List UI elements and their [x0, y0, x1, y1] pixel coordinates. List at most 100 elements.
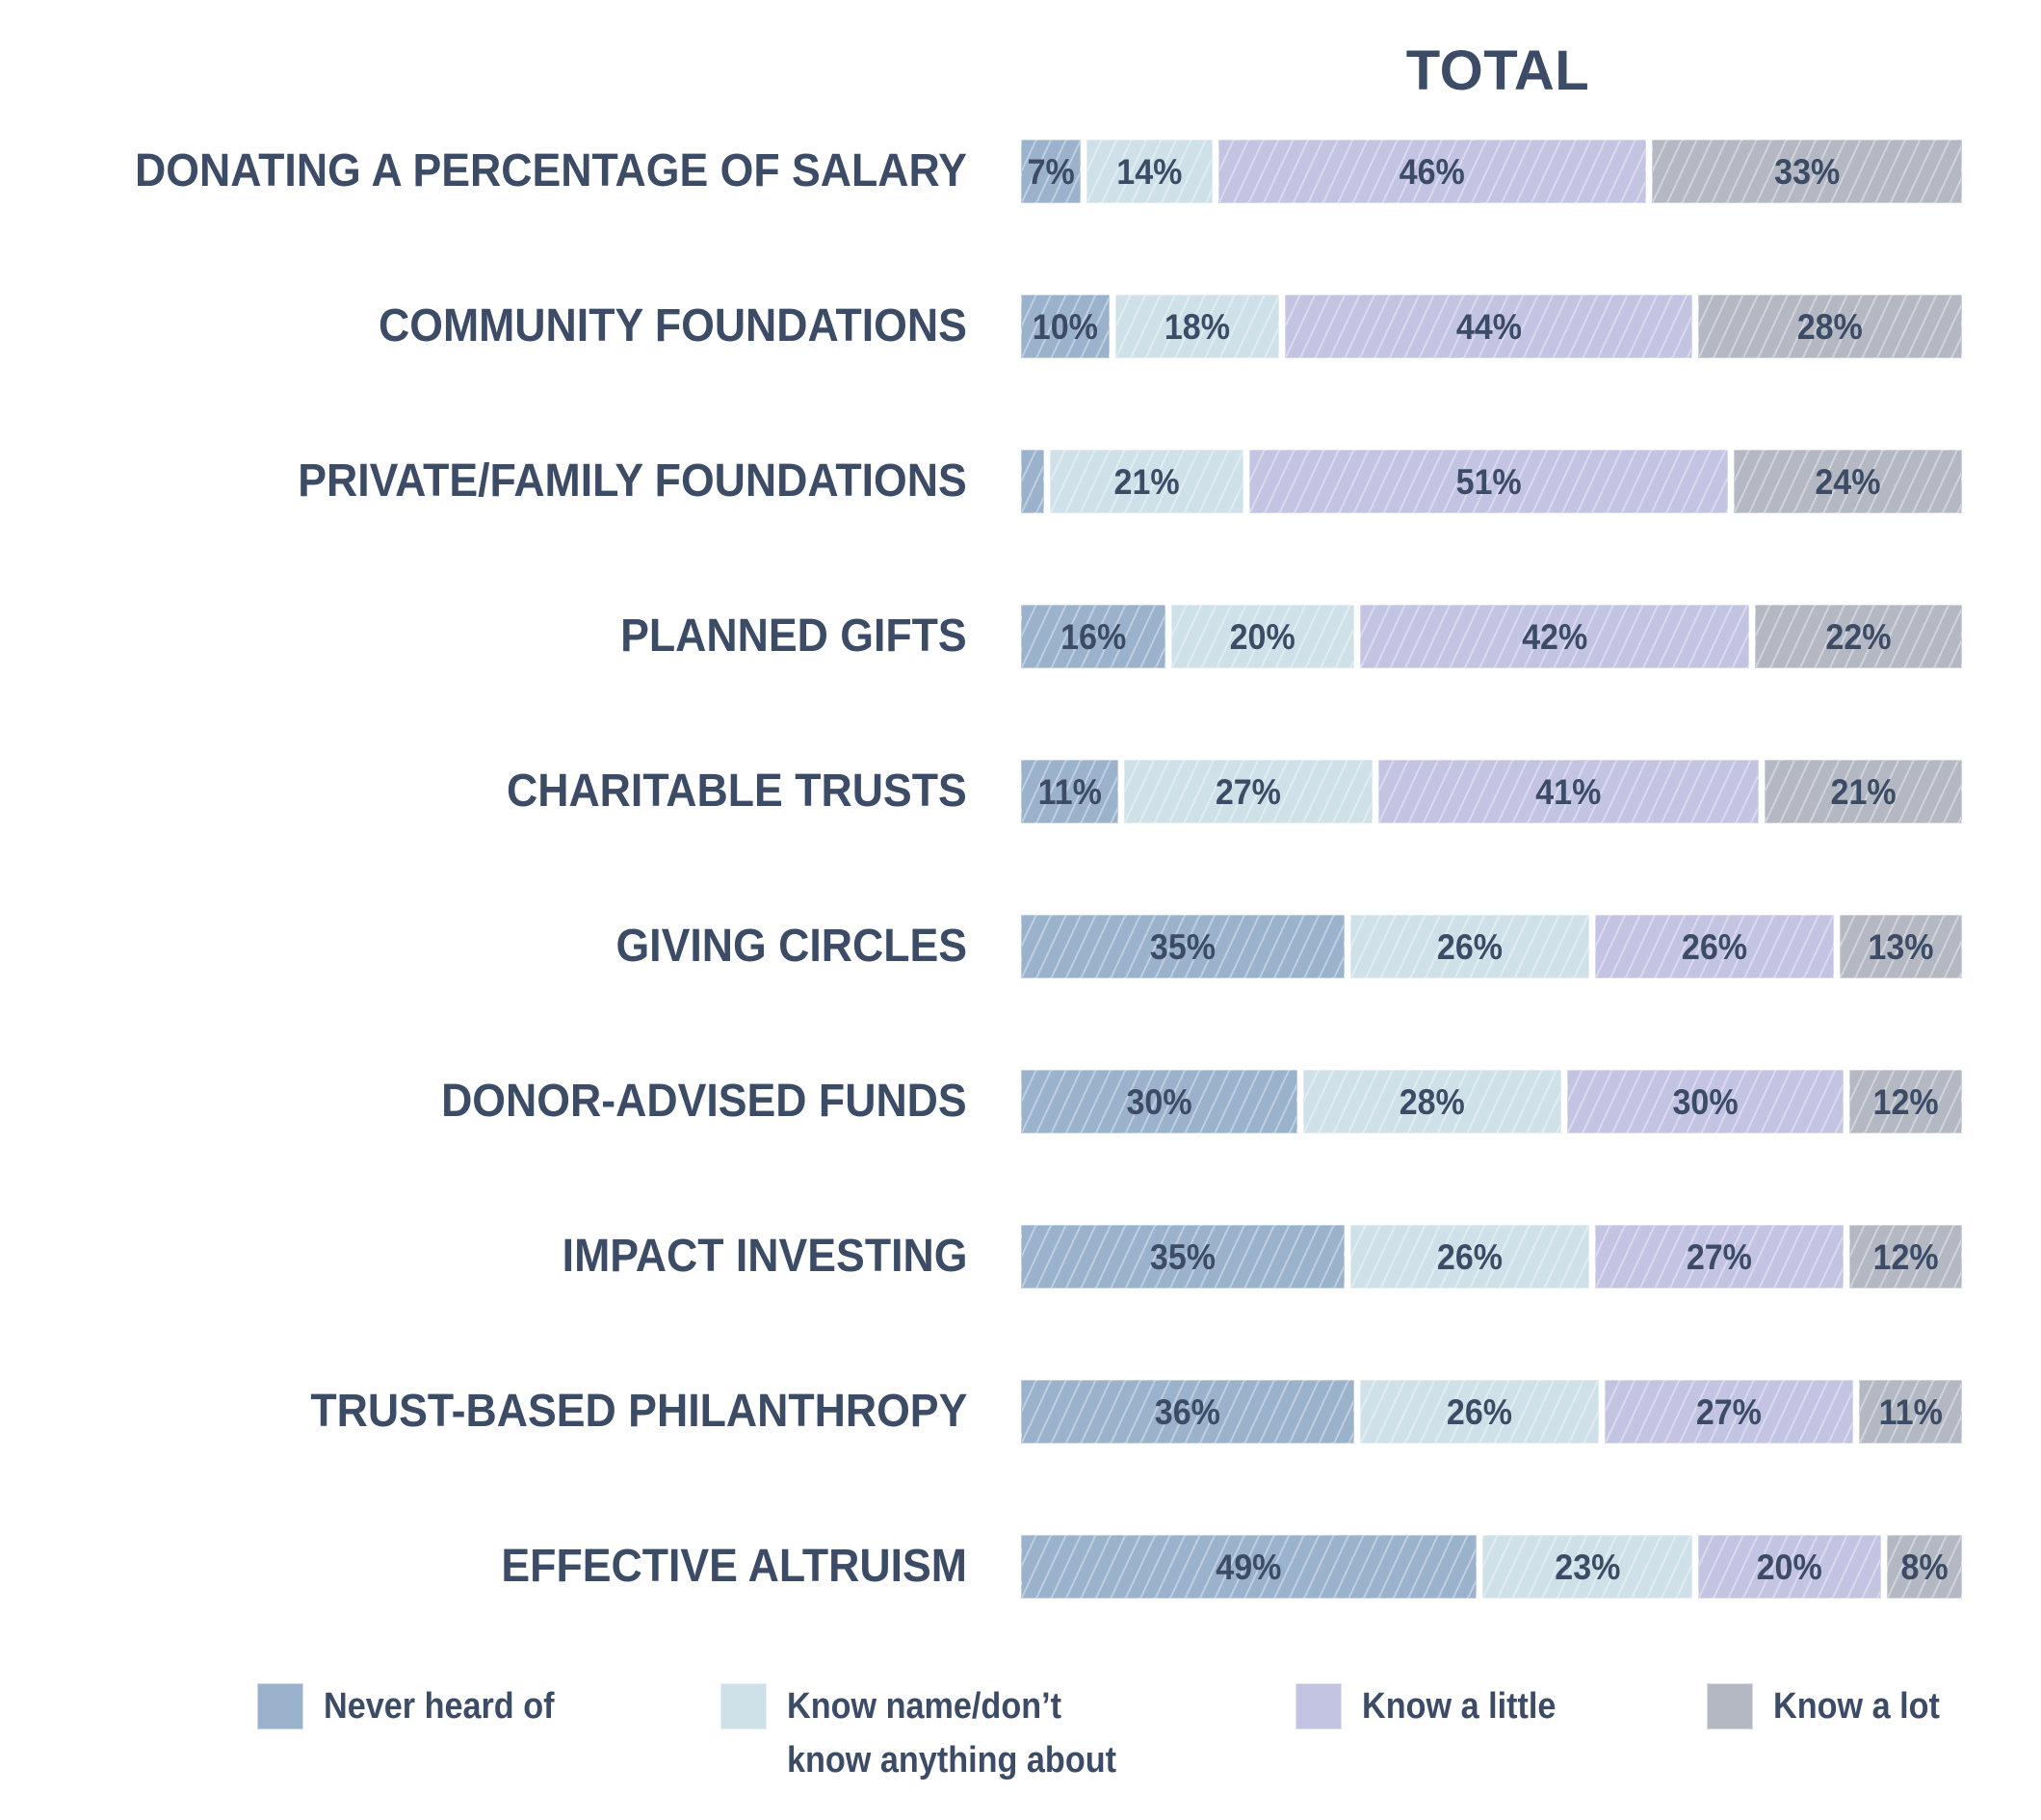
data-label: 10%	[1032, 307, 1098, 347]
bar-segment-know-name-don-t-know-anything-about: 26%	[1349, 1225, 1589, 1288]
data-label: 26%	[1446, 1392, 1512, 1432]
bar-segment-know-name-don-t-know-anything-about: 20%	[1171, 605, 1354, 668]
bar-segment-know-name-don-t-know-anything-about: 18%	[1114, 295, 1279, 358]
bar-segment-know-a-lot: 12%	[1848, 1225, 1962, 1288]
legend-label: Never heard of	[324, 1686, 555, 1727]
data-label: 13%	[1868, 927, 1934, 967]
data-label: 20%	[1229, 617, 1296, 657]
bar-segment-never-heard-of: 35%	[1021, 1225, 1345, 1288]
data-label: 21%	[1830, 772, 1897, 812]
bar-segment-know-a-lot: 33%	[1651, 140, 1962, 203]
data-label: 27%	[1695, 1392, 1762, 1432]
data-label: 33%	[1773, 152, 1840, 192]
row-label-community-foundations: COMMUNITY FOUNDATIONS	[379, 300, 967, 351]
data-label: 7%	[1027, 152, 1075, 192]
data-label: 27%	[1216, 772, 1282, 812]
legend-swatch	[1707, 1683, 1753, 1729]
row-label-effective-altruism: EFFECTIVE ALTRUISM	[501, 1541, 967, 1592]
data-label: 49%	[1216, 1547, 1282, 1587]
row-label-donating-a-percentage-of-salary: DONATING A PERCENTAGE OF SALARY	[135, 145, 967, 196]
row-label-private-family-foundations: PRIVATE/FAMILY FOUNDATIONS	[298, 455, 967, 507]
row-label-impact-investing: IMPACT INVESTING	[562, 1231, 967, 1282]
data-label: 27%	[1686, 1237, 1752, 1277]
data-label: 46%	[1399, 152, 1465, 192]
bar-segment-never-heard-of	[1021, 450, 1044, 513]
bar-segment-know-a-little: 44%	[1284, 295, 1693, 358]
bar-segment-never-heard-of: 16%	[1021, 605, 1166, 668]
bar-segment-know-a-little: 46%	[1218, 140, 1646, 203]
bar-segment-know-a-little: 27%	[1594, 1225, 1844, 1288]
bar-segment-know-a-lot: 21%	[1764, 760, 1962, 823]
bar-segment-know-a-little: 26%	[1594, 915, 1834, 978]
bar-segment-know-name-don-t-know-anything-about: 14%	[1086, 140, 1214, 203]
data-label: 24%	[1815, 462, 1881, 502]
row-label-giving-circles: GIVING CIRCLES	[615, 921, 967, 972]
bar-segment-never-heard-of: 11%	[1021, 760, 1119, 823]
data-label: 11%	[1037, 772, 1102, 812]
data-label: 35%	[1149, 927, 1217, 967]
bar-segment-know-a-lot: 12%	[1848, 1070, 1962, 1133]
legend-swatch	[720, 1683, 767, 1729]
bar-segment-know-a-little: 42%	[1359, 605, 1750, 668]
data-label: 30%	[1672, 1082, 1739, 1122]
bar-segment-know-a-little: 30%	[1566, 1070, 1844, 1133]
data-label: 35%	[1149, 1237, 1217, 1277]
bar-segment-know-name-don-t-know-anything-about: 26%	[1359, 1380, 1599, 1443]
bar-segment-know-name-don-t-know-anything-about: 27%	[1124, 760, 1374, 823]
bar-segment-never-heard-of: 36%	[1021, 1380, 1354, 1443]
row-label-trust-based-philanthropy: TRUST-BASED PHILANTHROPY	[309, 1386, 967, 1437]
bar-segment-know-a-lot: 28%	[1698, 295, 1962, 358]
data-label: 22%	[1825, 617, 1892, 657]
legend-label: Know a little	[1362, 1686, 1557, 1727]
row-label-donor-advised-funds: DONOR-ADVISED FUNDS	[441, 1076, 967, 1127]
data-label: 28%	[1399, 1082, 1465, 1122]
data-label: 8%	[1900, 1547, 1949, 1587]
bar-segment-know-name-don-t-know-anything-about: 23%	[1481, 1535, 1693, 1599]
bar-segment-know-a-lot: 11%	[1858, 1380, 1962, 1443]
bar-segment-never-heard-of: 35%	[1021, 915, 1345, 978]
data-label: 41%	[1535, 772, 1602, 812]
data-label: 12%	[1872, 1082, 1939, 1122]
data-label: 11%	[1878, 1392, 1943, 1432]
bar-segment-never-heard-of: 49%	[1021, 1535, 1477, 1599]
bar-segment-never-heard-of: 10%	[1021, 295, 1110, 358]
bar-segment-know-a-lot: 13%	[1839, 915, 1962, 978]
data-label: 26%	[1436, 927, 1504, 967]
bar-segment-never-heard-of: 7%	[1021, 140, 1082, 203]
bar-segment-know-a-lot: 8%	[1886, 1535, 1962, 1599]
bar-segment-know-name-don-t-know-anything-about: 21%	[1049, 450, 1243, 513]
data-label: 26%	[1681, 927, 1748, 967]
bar-segment-know-a-little: 41%	[1378, 760, 1759, 823]
bar-segment-know-name-don-t-know-anything-about: 26%	[1349, 915, 1589, 978]
row-label-planned-gifts: PLANNED GIFTS	[620, 611, 967, 662]
data-label: 18%	[1164, 307, 1230, 347]
legend-swatch	[257, 1683, 303, 1729]
legend-label: Know name/don’t know anything about	[787, 1686, 1116, 1781]
bar-segment-know-name-don-t-know-anything-about: 28%	[1303, 1070, 1561, 1133]
chart-title: TOTAL	[1405, 39, 1590, 102]
legend-label: Know a lot	[1773, 1686, 1940, 1727]
data-label: 14%	[1116, 152, 1183, 192]
data-label: 42%	[1521, 617, 1587, 657]
bar-segment-know-a-little: 27%	[1604, 1380, 1853, 1443]
data-label: 21%	[1113, 462, 1180, 502]
bar-segment-know-a-little: 51%	[1248, 450, 1729, 513]
data-label: 23%	[1554, 1547, 1621, 1587]
bar-segment-never-heard-of: 30%	[1021, 1070, 1298, 1133]
data-label	[1023, 451, 1042, 512]
bar-segment-know-a-little: 20%	[1698, 1535, 1881, 1599]
bar-segment-know-a-lot: 22%	[1755, 605, 1962, 668]
row-label-charitable-trusts: CHARITABLE TRUSTS	[507, 766, 967, 817]
data-label: 51%	[1455, 462, 1522, 502]
data-label: 20%	[1757, 1547, 1823, 1587]
data-label: 26%	[1436, 1237, 1504, 1277]
bar-segment-know-a-lot: 24%	[1734, 450, 1962, 513]
data-label: 30%	[1126, 1082, 1192, 1122]
data-label: 44%	[1455, 307, 1522, 347]
data-label: 12%	[1872, 1237, 1939, 1277]
data-label: 36%	[1154, 1392, 1220, 1432]
data-label: 28%	[1797, 307, 1864, 347]
data-label: 16%	[1060, 617, 1127, 657]
legend-swatch	[1295, 1683, 1342, 1729]
